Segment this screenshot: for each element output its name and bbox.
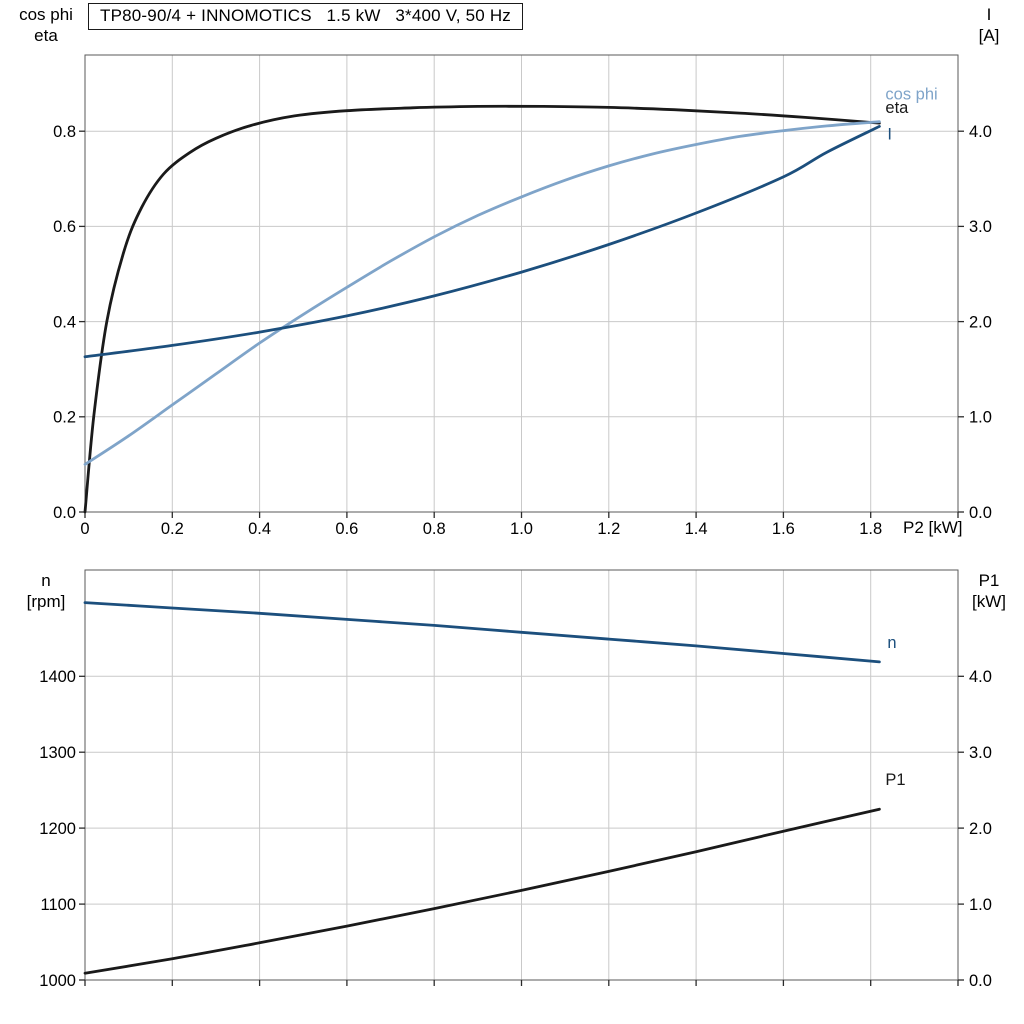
curve-n xyxy=(83,601,881,664)
bottom-tick-label: 1.6 xyxy=(772,520,795,538)
bottom-tick-label: 1.4 xyxy=(685,520,708,538)
right-tick-label: 1.0 xyxy=(969,409,992,427)
right-tick-label: 4.0 xyxy=(969,668,992,686)
left-tick-label: 0.0 xyxy=(53,504,76,522)
curve-P1 xyxy=(83,807,881,975)
bottom-tick-label: 0.4 xyxy=(248,520,271,538)
axis-label-current: I xyxy=(986,5,992,24)
right-tick-label: 3.0 xyxy=(969,744,992,762)
curve-label-cos-phi: cos phi xyxy=(885,86,937,104)
axis-label-p1: P1 xyxy=(978,571,1000,590)
top-right-axis-label: I [A] xyxy=(958,4,1020,46)
bottom-tick-label: 1.8 xyxy=(859,520,882,538)
axis-label-speed: n xyxy=(41,571,51,590)
left-tick-label: 0.2 xyxy=(53,409,76,427)
bottom-left-axis-label: n [rpm] xyxy=(6,570,86,612)
curve-eta xyxy=(83,104,881,514)
axis-label-cos-phi: cos phi xyxy=(19,5,73,24)
bottom-tick-label: 0.8 xyxy=(423,520,446,538)
right-tick-label: 3.0 xyxy=(969,218,992,236)
axis-label-p1-unit: [kW] xyxy=(972,592,1006,611)
left-tick-label: 1200 xyxy=(39,820,76,838)
top-left-axis-label: cos phi eta xyxy=(6,4,86,46)
right-tick-label: 1.0 xyxy=(969,896,992,914)
chart-speed-and-input-power: 1000 1100 1200 1300 1400 0.0 1.0 2.0 3.0 4.0 n P1 xyxy=(39,569,992,990)
bottom-right-axis-label: P1 [kW] xyxy=(958,570,1020,612)
left-tick-label: 0.8 xyxy=(53,123,76,141)
curve-label-I: I xyxy=(887,125,892,143)
axis-label-speed-unit: [rpm] xyxy=(26,592,66,611)
curve-cos-phi xyxy=(83,120,881,466)
bottom-tick-label: 0.2 xyxy=(161,520,184,538)
chart-motor-electrical: 0.0 0.2 0.4 0.6 0.8 0.0 1.0 2.0 3.0 4.0 0 0.2 0.4 0.6… xyxy=(53,54,992,538)
left-tick-label: 0.6 xyxy=(53,218,76,236)
right-tick-label: 2.0 xyxy=(969,820,992,838)
right-tick-label: 0.0 xyxy=(969,972,992,990)
right-tick-label: 0.0 xyxy=(969,504,992,522)
curve-label-n: n xyxy=(887,634,896,652)
right-tick-label: 4.0 xyxy=(969,123,992,141)
left-tick-label: 1300 xyxy=(39,744,76,762)
left-tick-label: 1000 xyxy=(39,972,76,990)
chart-title: TP80-90/4 + INNOMOTICS 1.5 kW 3*400 V, 5… xyxy=(88,3,523,30)
bottom-tick-label: 1.2 xyxy=(597,520,620,538)
left-tick-label: 1100 xyxy=(41,896,76,914)
bottom-tick-label: 0 xyxy=(80,520,89,538)
curve-I xyxy=(83,125,881,359)
x-axis-label-p2: P2 [kW] xyxy=(903,518,963,537)
axis-label-current-unit: [A] xyxy=(978,26,1000,45)
curve-label-P1: P1 xyxy=(885,771,905,789)
left-tick-label: 0.4 xyxy=(53,313,76,331)
axis-label-eta: eta xyxy=(34,26,58,45)
bottom-tick-label: 1.0 xyxy=(510,520,533,538)
right-tick-label: 2.0 xyxy=(969,313,992,331)
left-tick-label: 1400 xyxy=(39,668,76,686)
curve-label-eta: eta xyxy=(885,99,909,117)
bottom-tick-label: 0.6 xyxy=(335,520,358,538)
